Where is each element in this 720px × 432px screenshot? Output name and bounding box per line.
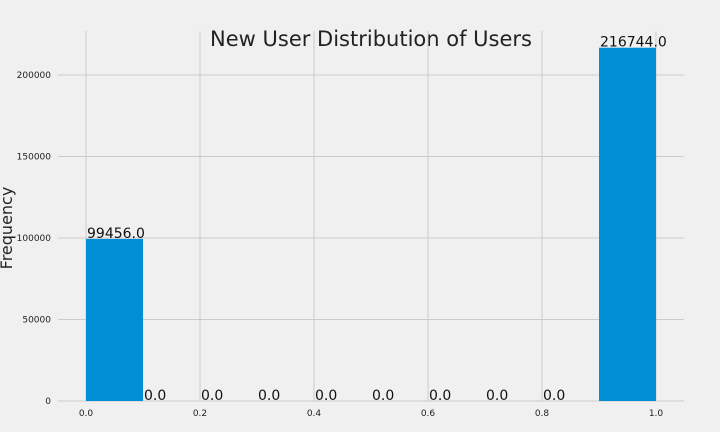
y-axis-label: Frequency bbox=[0, 187, 16, 270]
x-tick-label: 0.8 bbox=[535, 409, 550, 419]
histogram-bar bbox=[599, 47, 656, 401]
x-tick-label: 1.0 bbox=[649, 409, 664, 419]
y-tick-label: 50000 bbox=[22, 316, 51, 326]
tick-labels: 0.0 0.2 0.4 0.6 0.8 1.0 0 50000 100000 150000 2000… bbox=[17, 71, 664, 419]
y-tick-label: 100000 bbox=[17, 234, 52, 244]
bar-value-label: 0.0 bbox=[315, 388, 337, 404]
bar-value-label: 0.0 bbox=[201, 388, 223, 404]
bar-value-label: 0.0 bbox=[144, 388, 166, 404]
bar-value-label: 0.0 bbox=[429, 388, 451, 404]
bar-value-label: 216744.0 bbox=[600, 35, 667, 51]
x-tick-label: 0.2 bbox=[193, 409, 207, 419]
histogram-bar bbox=[86, 238, 143, 401]
chart-title: New User Distribution of Users bbox=[210, 27, 532, 51]
grid-lines bbox=[58, 31, 684, 402]
x-tick-label: 0.6 bbox=[421, 409, 436, 419]
x-tick-label: 0.4 bbox=[307, 409, 322, 419]
bars bbox=[86, 47, 656, 401]
y-tick-label: 150000 bbox=[17, 153, 52, 163]
bar-value-label: 0.0 bbox=[372, 388, 394, 404]
x-tick-label: 0.0 bbox=[79, 409, 94, 419]
bar-value-label: 0.0 bbox=[543, 388, 565, 404]
y-tick-label: 0 bbox=[45, 397, 51, 407]
y-tick-label: 200000 bbox=[17, 71, 52, 81]
bar-value-label: 99456.0 bbox=[87, 226, 145, 242]
bar-value-label: 0.0 bbox=[486, 388, 508, 404]
data-labels: 99456.0 0.0 0.0 0.0 0.0 0.0 0.0 0.0 0.0 216744.0 bbox=[87, 35, 667, 404]
bar-value-label: 0.0 bbox=[258, 388, 280, 404]
